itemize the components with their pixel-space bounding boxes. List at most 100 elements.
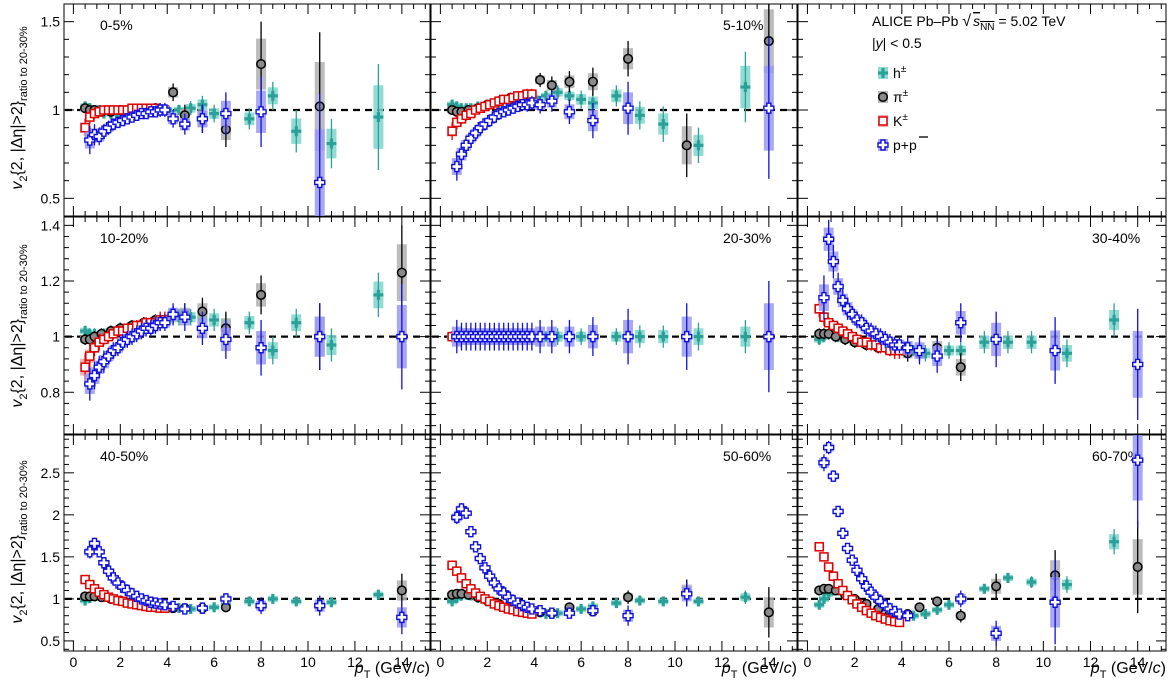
data-point-v — [1112, 314, 1116, 325]
data-point — [955, 317, 967, 329]
data-point-v — [822, 593, 826, 604]
series-p — [451, 280, 775, 393]
data-point — [80, 362, 90, 372]
data-point-v — [294, 126, 298, 137]
data-point — [851, 564, 863, 577]
y-tick-label: 2.5 — [41, 465, 61, 481]
y-tick-label: 1 — [52, 329, 60, 345]
data-point-v — [817, 599, 821, 610]
panel-0-5pct: 0.5 1 1.5 0-5% — [41, 3, 431, 217]
data-point-v — [696, 596, 701, 607]
data-point — [822, 233, 835, 245]
data-point — [396, 585, 407, 596]
data-point — [451, 160, 463, 173]
data-point — [913, 344, 926, 357]
x-tick-label: 12 — [714, 654, 730, 670]
data-point — [196, 113, 209, 125]
data-point-v — [947, 345, 951, 356]
data-point — [88, 369, 101, 382]
data-point — [828, 571, 839, 581]
y-tick-label: 1.5 — [41, 549, 61, 565]
series-p — [451, 503, 693, 626]
data-point-v — [294, 596, 298, 607]
x-tick-label: 2 — [116, 654, 124, 670]
data-point-v — [177, 603, 181, 614]
data-point-v — [579, 331, 583, 342]
data-point — [546, 80, 557, 91]
data-point — [93, 546, 105, 558]
data-point-v — [556, 331, 560, 342]
ylabel-row-0: v2{2, |Δη|>2}ratio to 20-30% — [9, 26, 30, 190]
x-tick-label: 12 — [347, 654, 363, 670]
series-K — [447, 88, 537, 141]
centrality-label: 20-30% — [723, 230, 771, 246]
panel-5-10pct: 5-10% — [430, 3, 798, 217]
data-point — [179, 603, 191, 615]
legend-rapidity: |y| < 0.5 — [872, 35, 922, 51]
data-point — [563, 106, 576, 118]
data-point — [763, 330, 775, 343]
data-point — [1132, 561, 1143, 573]
data-point — [991, 581, 1002, 592]
data-point — [901, 342, 914, 354]
data-point — [159, 317, 171, 329]
x-tick-label: 6 — [577, 654, 585, 670]
y-tick-label: 0.5 — [41, 633, 61, 649]
xlabel-col-2: pT (GeV/c) — [1090, 660, 1166, 681]
data-point — [451, 511, 463, 524]
data-point-v — [455, 101, 459, 112]
data-point — [931, 350, 943, 362]
data-point-v — [544, 609, 548, 620]
legend-label-K: K± — [893, 112, 908, 129]
data-point — [955, 610, 966, 621]
data-point-v — [661, 596, 665, 607]
svg-text:v2{2, |Δη|>2}ratio to 20-30%: v2{2, |Δη|>2}ratio to 20-30% — [9, 26, 30, 190]
data-point — [990, 627, 1002, 640]
legend: ALICE Pb–Pb √ sNN = 5.02 TeV |y| < 0.5 h±… — [872, 13, 1066, 153]
data-point — [256, 289, 267, 300]
svg-text:v2{2, |Δη|>2}ratio to 20-30%: v2{2, |Δη|>2}ratio to 20-30% — [9, 460, 30, 624]
data-point-v — [189, 312, 193, 323]
data-point-v — [83, 326, 87, 337]
data-point-v — [212, 314, 216, 325]
panel-grid: 0.5 1 1.5 0-5% 5-10% 0.8 1 1.2 1.4 10-20% 20-30% 30… — [41, 3, 1167, 670]
data-point — [827, 255, 840, 268]
panel-50-60pct: 0 2 4 6 8 10 12 14 50-60% — [430, 434, 798, 670]
centrality-label: 40-50% — [100, 448, 148, 464]
data-point-v — [638, 110, 642, 121]
y-tick-label: 1.2 — [41, 273, 61, 289]
data-point-v — [743, 592, 747, 603]
data-point — [837, 294, 849, 307]
data-point — [255, 599, 267, 612]
series-p — [84, 283, 408, 401]
data-point — [159, 599, 171, 611]
x-tick-label: 12 — [1083, 654, 1099, 670]
data-point — [167, 600, 179, 613]
x-tick-label: 8 — [257, 654, 265, 670]
y-tick-label: 1.5 — [41, 14, 61, 30]
legend-markers — [877, 67, 889, 151]
data-point — [564, 76, 575, 87]
data-point — [955, 362, 966, 373]
y-tick-label: 0.8 — [41, 384, 61, 400]
panel-20-30pct: 20-30% — [430, 216, 798, 435]
data-point — [534, 330, 546, 343]
data-point-v — [556, 608, 560, 619]
data-point-v — [329, 138, 334, 149]
x-tick-label: 6 — [945, 654, 953, 670]
centrality-label: 30-40% — [1092, 230, 1140, 246]
data-point — [179, 311, 191, 323]
svg-text:v2{2, |Δη|>2}ratio to 20-30%: v2{2, |Δη|>2}ratio to 20-30% — [9, 244, 30, 408]
legend-header: ALICE Pb–Pb √ sNN = 5.02 TeV — [872, 13, 1066, 33]
data-point — [681, 330, 693, 343]
data-point — [455, 148, 468, 160]
data-point — [587, 76, 598, 87]
data-point — [314, 176, 326, 189]
x-tick-label: 8 — [624, 654, 632, 670]
data-point-v — [450, 596, 454, 607]
data-point-v — [544, 90, 548, 101]
data-point-v — [1065, 348, 1069, 359]
data-point — [819, 552, 829, 562]
x-tick-label: 4 — [898, 654, 906, 670]
data-point-v — [177, 105, 181, 115]
